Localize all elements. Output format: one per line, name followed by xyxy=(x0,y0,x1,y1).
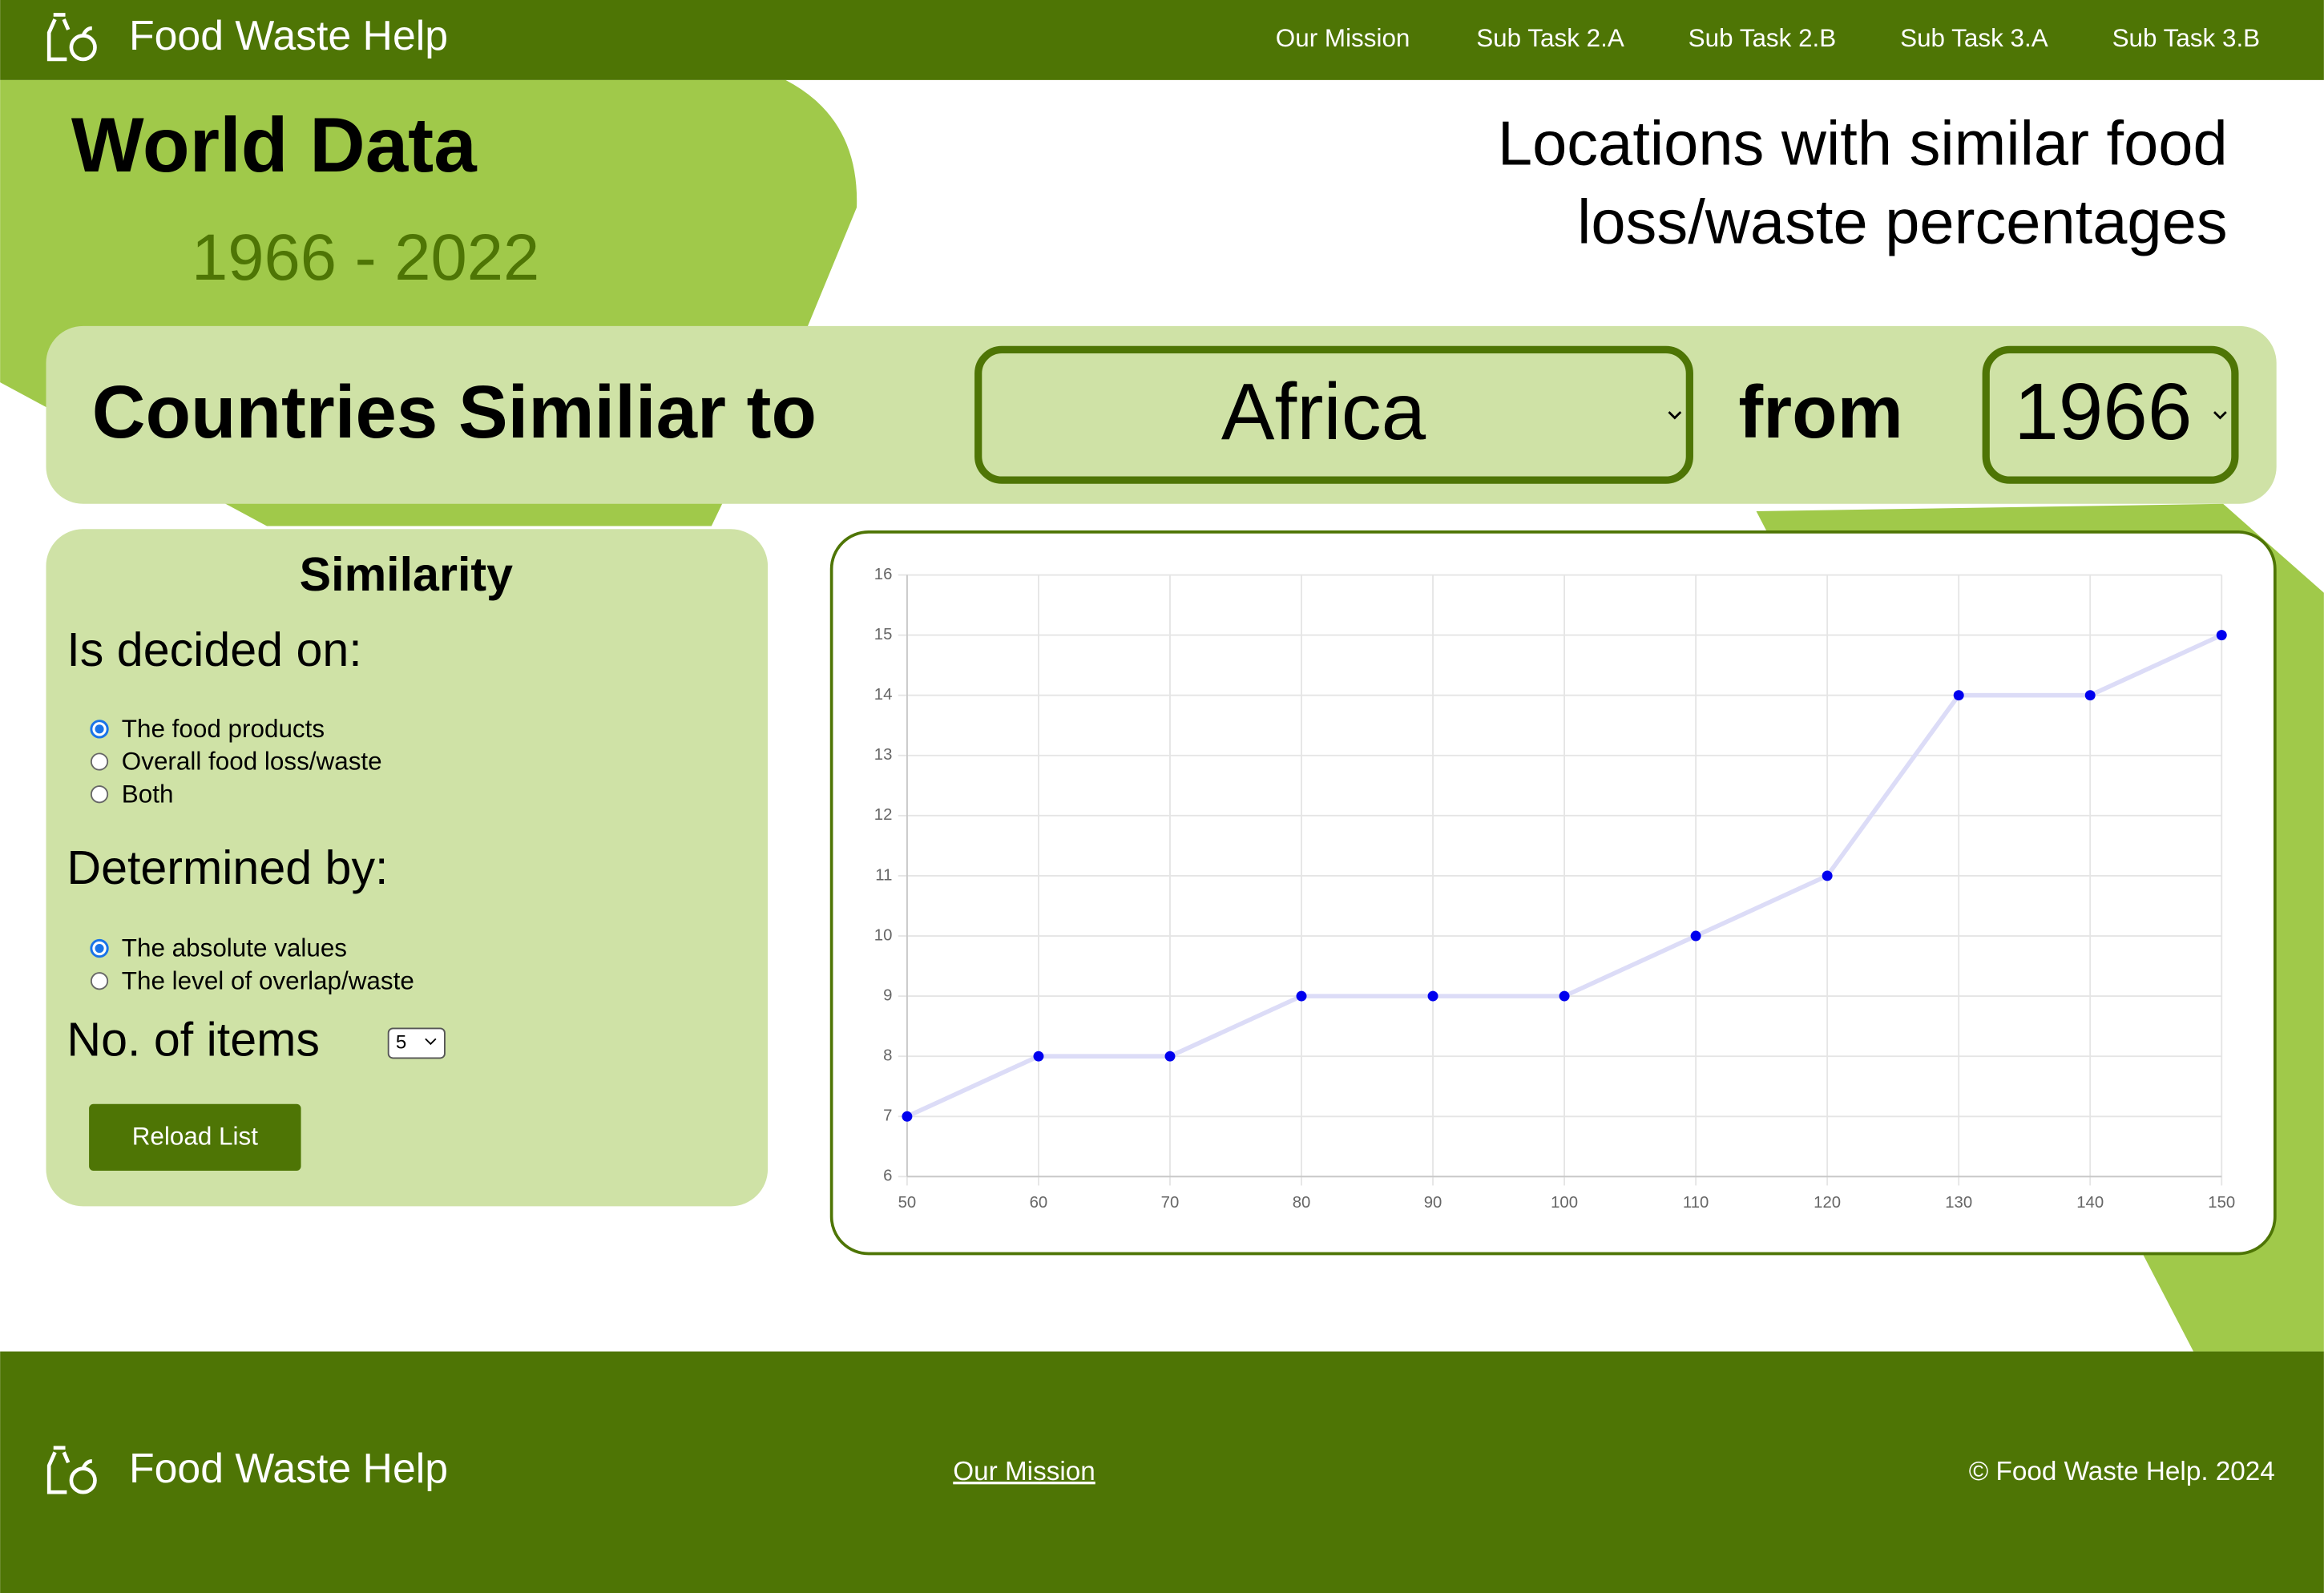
y-tick-label: 14 xyxy=(874,686,893,704)
y-tick-label: 6 xyxy=(883,1168,892,1185)
chevron xyxy=(425,1038,437,1046)
y-tick-label: 12 xyxy=(874,806,893,824)
footer-brand: Food Waste Help xyxy=(129,1445,448,1491)
nav-link[interactable]: Sub Task 2.A xyxy=(1476,24,1624,52)
radio-label: Both xyxy=(122,780,174,808)
data-point xyxy=(1822,870,1833,881)
query-prefix: Countries Similiar to xyxy=(92,370,817,454)
items-select[interactable] xyxy=(387,1027,446,1059)
panel-title: Similarity xyxy=(300,547,513,601)
copyright: © Food Waste Help. 2024 xyxy=(1969,1457,2275,1486)
x-tick-label: 80 xyxy=(1293,1194,1311,1212)
chevron xyxy=(2213,411,2227,420)
section-label: Determined by: xyxy=(67,841,388,894)
y-tick-label: 15 xyxy=(874,626,893,643)
brand[interactable]: Food Waste Help xyxy=(129,12,448,58)
y-tick-label: 9 xyxy=(883,986,892,1004)
query-connector: from xyxy=(1738,370,1902,454)
logo-icon xyxy=(46,13,97,62)
x-tick-label: 150 xyxy=(2208,1194,2235,1212)
subtitle: loss/waste percentages xyxy=(1577,188,2228,256)
x-tick-label: 70 xyxy=(1161,1194,1180,1212)
logo-icon xyxy=(46,1446,97,1494)
x-tick-label: 110 xyxy=(1683,1194,1709,1212)
page-title: World Data xyxy=(71,103,478,188)
radio-label: The food products xyxy=(122,715,325,743)
chevron xyxy=(1668,411,1682,420)
y-tick-label: 13 xyxy=(874,746,893,764)
radio-label: The absolute values xyxy=(122,934,347,962)
nav-link[interactable]: Our Mission xyxy=(1276,24,1410,52)
section-label: Is decided on: xyxy=(67,623,361,676)
radio[interactable] xyxy=(90,972,109,990)
footer xyxy=(0,1351,2324,1593)
items-value: 5 xyxy=(396,1031,406,1053)
y-tick-label: 8 xyxy=(883,1047,892,1065)
location-select[interactable] xyxy=(974,345,1693,484)
year-value: 1966 xyxy=(2014,368,2192,457)
data-point xyxy=(1296,990,1307,1002)
y-tick-label: 11 xyxy=(875,866,892,884)
y-tick-label: 10 xyxy=(874,926,893,944)
year-range: 1966 - 2022 xyxy=(192,221,539,294)
similarity-panel xyxy=(46,529,769,1207)
x-tick-label: 130 xyxy=(1945,1194,1972,1212)
data-point xyxy=(2084,690,2096,701)
radio-dot xyxy=(95,724,104,734)
nav-bar xyxy=(0,0,2324,80)
x-tick-label: 140 xyxy=(2076,1194,2104,1212)
radio[interactable] xyxy=(90,785,109,804)
x-tick-label: 90 xyxy=(1424,1194,1442,1212)
nav-link[interactable]: Sub Task 2.B xyxy=(1689,24,1837,52)
section-label: No. of items xyxy=(67,1013,320,1067)
x-tick-label: 50 xyxy=(898,1194,917,1212)
radio[interactable] xyxy=(90,752,109,771)
footer-link[interactable]: Our Mission xyxy=(953,1457,1095,1486)
y-tick-label: 16 xyxy=(874,566,893,583)
data-point xyxy=(1953,690,1964,701)
subtitle: Locations with similar food xyxy=(1498,109,2228,178)
year-select[interactable] xyxy=(1982,345,2239,484)
x-tick-label: 120 xyxy=(1814,1194,1841,1212)
data-point xyxy=(1033,1051,1044,1062)
x-tick-label: 60 xyxy=(1030,1194,1048,1212)
data-point xyxy=(1164,1051,1176,1062)
radio-label: Overall food loss/waste xyxy=(122,748,382,776)
chart-card xyxy=(829,530,2277,1256)
reload-button[interactable] xyxy=(89,1103,301,1171)
data-point xyxy=(902,1111,913,1122)
location-value: Africa xyxy=(1221,368,1426,457)
radio-label: The level of overlap/waste xyxy=(122,966,414,994)
data-point xyxy=(1690,930,1701,942)
nav-link[interactable]: Sub Task 3.B xyxy=(2112,24,2261,52)
button-label: Reload List xyxy=(132,1123,258,1151)
radio-dot xyxy=(95,944,104,954)
x-tick-label: 100 xyxy=(1551,1194,1578,1212)
data-point xyxy=(2216,630,2227,641)
data-point xyxy=(1559,990,1570,1002)
data-point xyxy=(1427,990,1438,1002)
y-tick-label: 7 xyxy=(883,1107,892,1125)
nav-link[interactable]: Sub Task 3.A xyxy=(1900,24,2048,52)
